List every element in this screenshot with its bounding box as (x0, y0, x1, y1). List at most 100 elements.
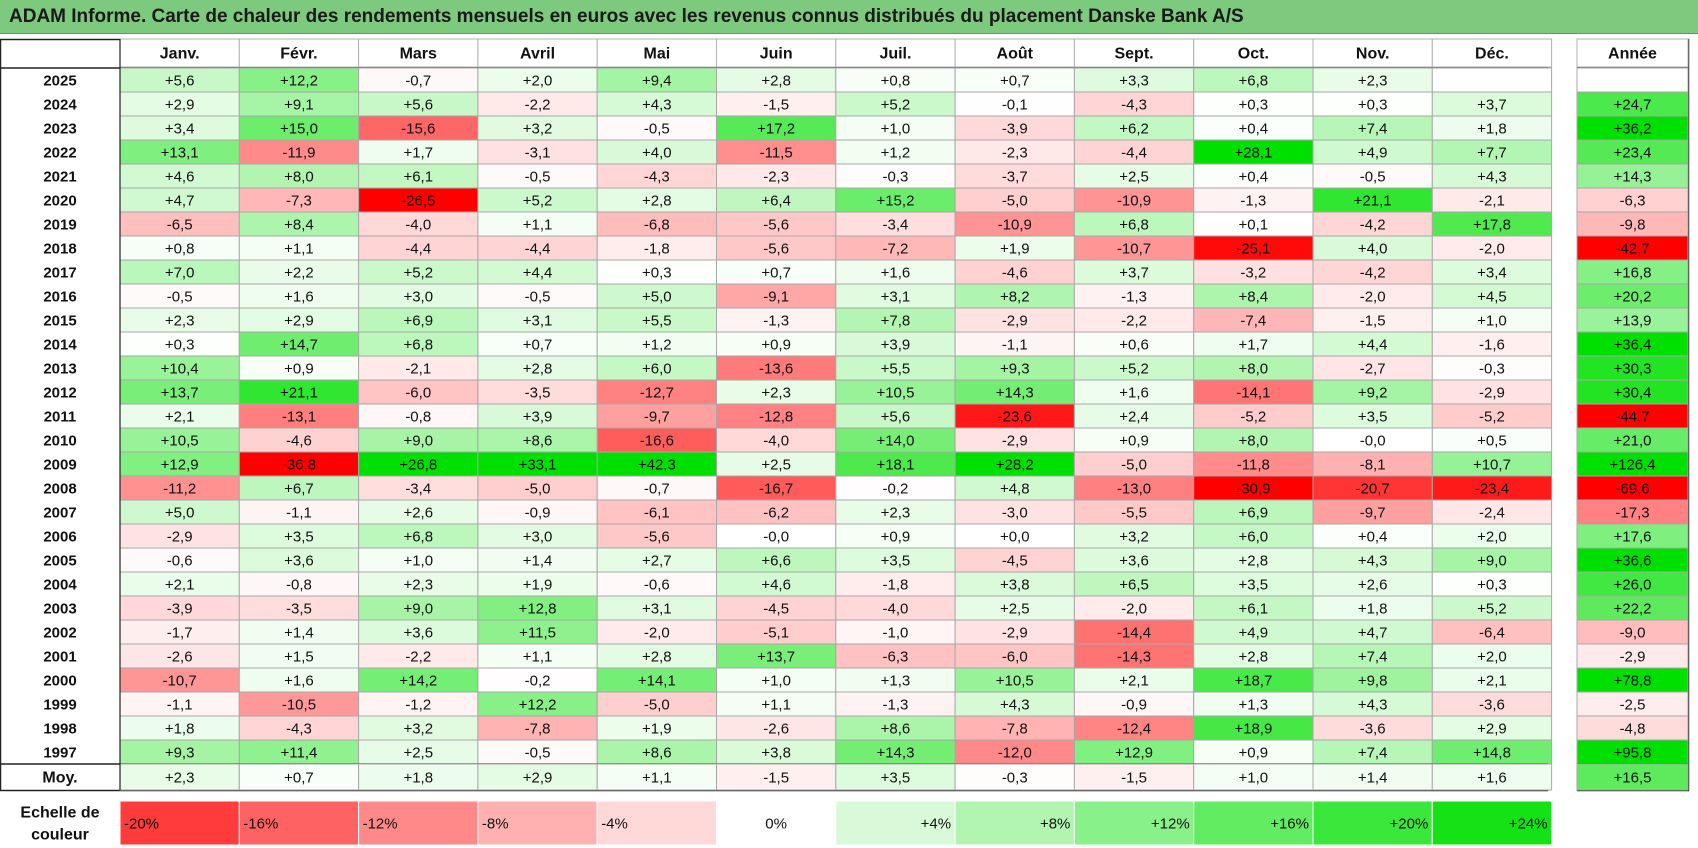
heat-cell (1193, 403, 1314, 429)
heat-cell-value: -10,9 (1117, 193, 1151, 210)
heat-cell-value: +1,7 (403, 145, 433, 162)
average-cell (1431, 763, 1553, 791)
heat-cell (835, 355, 956, 381)
heat-cell-value: -0,9 (525, 505, 551, 522)
heat-cell-value: -4,0 (405, 217, 431, 234)
heat-cell (1431, 139, 1553, 165)
heat-cell-value: +15,2 (876, 193, 914, 210)
heat-cell-value: +4,3 (1000, 697, 1030, 714)
heat-cell (954, 667, 1075, 693)
heat-cell-value: +6,9 (1239, 505, 1269, 522)
heat-cell-value: -1,1 (286, 505, 312, 522)
heat-cell-value: +6,8 (1239, 73, 1269, 90)
average-cell (477, 763, 598, 791)
heat-cell (1193, 355, 1314, 381)
heat-cell (716, 427, 837, 453)
heat-cell-value: +1,8 (165, 721, 195, 738)
heat-cell-value: +21,1 (280, 385, 318, 402)
heat-cell (1193, 139, 1314, 165)
heat-cell-value: +7,0 (165, 265, 195, 282)
heat-cell-value: -9,7 (1360, 505, 1386, 522)
column-header: Mars (400, 46, 437, 63)
annual-cell (1576, 547, 1689, 573)
heat-cell (477, 163, 598, 189)
heat-cell-value: -6,2 (763, 505, 789, 522)
annual-cell-value: +23,4 (1614, 145, 1652, 162)
heat-cell-value: +2,5 (761, 457, 791, 474)
header-cell (238, 38, 360, 68)
heat-cell-value: -3,0 (1002, 505, 1028, 522)
heat-cell-value: -7,2 (883, 241, 909, 258)
heat-cell-value: -23,4 (1475, 481, 1509, 498)
heat-cell-value: +1,3 (1239, 697, 1269, 714)
heat-cell (716, 91, 837, 117)
header-cell (716, 38, 837, 68)
heat-cell (1193, 163, 1314, 189)
heat-cell-value: +1,0 (761, 673, 791, 690)
heat-cell (238, 715, 360, 741)
annual-cell (1576, 355, 1689, 381)
heat-cell-value: +4,6 (165, 169, 195, 186)
annual-cell (1576, 235, 1689, 261)
heat-cell (119, 643, 240, 669)
heat-cell-value: +9,0 (403, 601, 433, 618)
heat-cell (119, 619, 240, 645)
heat-cell-value: +3,5 (284, 529, 314, 546)
average-cell (954, 763, 1075, 791)
heat-cell-value: -30,9 (1236, 481, 1270, 498)
heat-cell-value: +3,0 (523, 529, 553, 546)
heat-cell-value: -14,1 (1236, 385, 1270, 402)
heat-cell-value: +2,8 (1239, 649, 1269, 666)
heat-cell-value: +4,9 (1358, 145, 1388, 162)
heat-cell (1193, 91, 1314, 117)
heat-cell-value: +4,6 (761, 577, 791, 594)
heat-cell (477, 235, 598, 261)
legend-swatch (954, 800, 1075, 846)
heat-cell (596, 283, 718, 309)
heat-cell-value: -4,2 (1360, 265, 1386, 282)
heat-cell (954, 523, 1075, 549)
year-label: 2016 (43, 289, 76, 306)
heat-cell-value: -4,5 (1002, 553, 1028, 570)
heat-cell-value: +1,1 (523, 217, 553, 234)
annual-header: Année (1608, 46, 1657, 63)
heat-cell-value: +1,6 (881, 265, 911, 282)
heat-cell-value: +18,9 (1234, 721, 1272, 738)
heat-cell (119, 331, 240, 357)
heat-cell (477, 211, 598, 237)
heat-cell-value: +0,5 (1477, 433, 1507, 450)
annual-cell-value: +13,9 (1614, 313, 1652, 330)
heat-cell (1312, 259, 1433, 285)
year-label: 2011 (44, 409, 77, 426)
heat-cell-value: -12,0 (998, 745, 1032, 762)
heat-cell-value: +0,3 (642, 265, 672, 282)
heat-cell (238, 355, 360, 381)
heat-cell-value: +1,5 (284, 649, 314, 666)
heat-cell (477, 691, 598, 717)
column-header: Janv. (160, 46, 200, 63)
heat-cell-value: -3,5 (525, 385, 551, 402)
heat-cell-value: -7,4 (1240, 313, 1266, 330)
heat-cell-value: +3,8 (1000, 577, 1030, 594)
heat-cell-value: -0,6 (644, 577, 670, 594)
heat-cell (477, 475, 598, 501)
heat-cell (835, 235, 956, 261)
annual-cell (1576, 379, 1689, 405)
heat-cell (1431, 331, 1553, 357)
heat-cell (238, 379, 360, 405)
heat-cell (358, 691, 479, 717)
year-label: 1997 (43, 745, 76, 762)
average-cell-value: -0,3 (1002, 770, 1028, 787)
heat-cell-value: -2,3 (763, 169, 789, 186)
heat-cell (358, 379, 479, 405)
heat-cell-value: -0,3 (1479, 361, 1505, 378)
heat-cell-value: -6,1 (644, 505, 670, 522)
heat-cell-value: +13,1 (161, 145, 199, 162)
heat-cell (238, 331, 360, 357)
heat-cell-value: -12,8 (759, 409, 793, 426)
heat-cell (1193, 283, 1314, 309)
heat-cell-value: +4,4 (1358, 337, 1388, 354)
heat-cell (1431, 571, 1553, 597)
column-header: Avril (520, 46, 555, 63)
heat-cell (477, 595, 598, 621)
